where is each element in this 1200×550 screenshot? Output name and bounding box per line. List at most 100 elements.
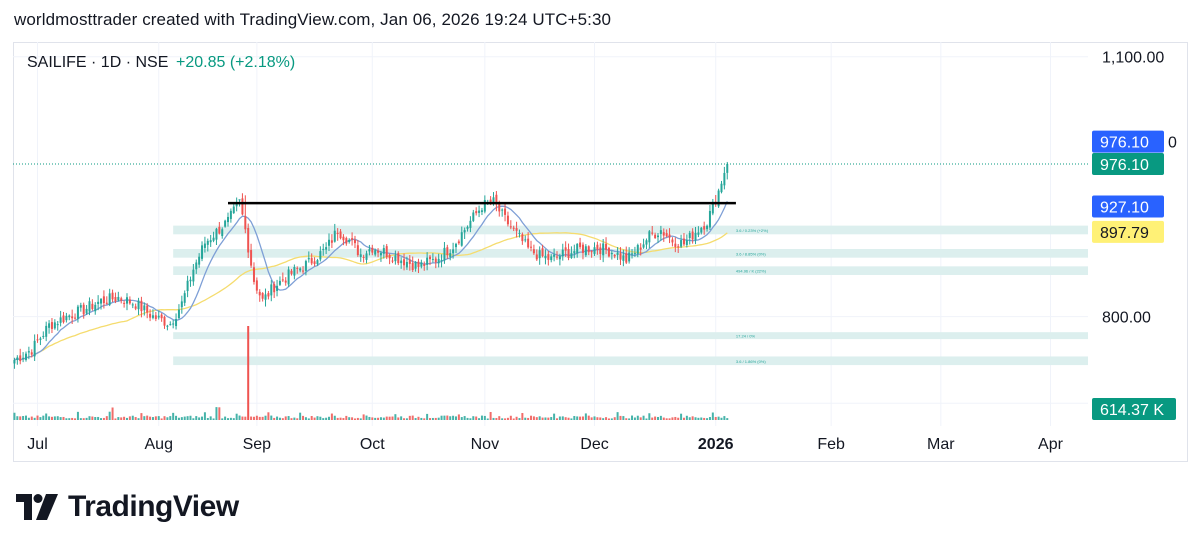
candle[interactable] (13, 357, 16, 369)
candle[interactable] (203, 236, 206, 253)
candle[interactable] (391, 257, 394, 264)
candle[interactable] (19, 348, 22, 365)
candle[interactable] (440, 254, 443, 268)
candle[interactable] (625, 246, 628, 265)
candle[interactable] (276, 279, 279, 297)
candle[interactable] (622, 249, 625, 267)
symbol-label[interactable]: SAILIFE · 1D · NSE (27, 54, 168, 71)
candle[interactable] (377, 248, 380, 258)
candle[interactable] (665, 229, 668, 238)
candle[interactable] (16, 355, 19, 365)
candle[interactable] (175, 313, 178, 330)
candle[interactable] (177, 304, 180, 320)
candle[interactable] (154, 311, 157, 322)
candle[interactable] (403, 253, 406, 271)
candle[interactable] (723, 166, 726, 190)
candle[interactable] (446, 244, 449, 259)
candle[interactable] (250, 243, 253, 268)
candle[interactable] (68, 314, 71, 321)
candle[interactable] (576, 243, 579, 258)
candle[interactable] (605, 237, 608, 255)
candle[interactable] (541, 244, 544, 258)
candle[interactable] (579, 237, 582, 250)
candle[interactable] (674, 237, 677, 253)
candle[interactable] (657, 233, 659, 243)
candle[interactable] (423, 261, 426, 271)
candle[interactable] (131, 302, 134, 309)
candle[interactable] (27, 346, 30, 360)
candle[interactable] (356, 239, 359, 257)
candle[interactable] (449, 249, 452, 261)
candle[interactable] (209, 234, 212, 247)
candle[interactable] (619, 247, 622, 266)
candle[interactable] (287, 266, 290, 287)
candle[interactable] (85, 305, 88, 315)
candle[interactable] (82, 302, 85, 319)
candle[interactable] (264, 288, 267, 307)
candle[interactable] (408, 255, 411, 271)
candle[interactable] (631, 249, 634, 259)
candle[interactable] (192, 264, 195, 286)
candle[interactable] (255, 277, 258, 294)
candle[interactable] (333, 223, 336, 243)
candle[interactable] (530, 240, 533, 252)
candle[interactable] (524, 235, 527, 243)
candle[interactable] (697, 226, 700, 238)
candle[interactable] (555, 251, 558, 260)
candle[interactable] (429, 254, 432, 266)
candle[interactable] (293, 264, 296, 280)
candle[interactable] (584, 244, 587, 257)
candle[interactable] (290, 268, 293, 276)
candle[interactable] (76, 304, 79, 323)
candle[interactable] (374, 248, 377, 257)
candle[interactable] (593, 242, 596, 256)
candle[interactable] (642, 238, 645, 249)
candle[interactable] (426, 252, 429, 271)
candle[interactable] (50, 318, 53, 334)
candle[interactable] (252, 262, 255, 285)
candle[interactable] (478, 205, 481, 218)
candle[interactable] (48, 320, 51, 334)
candle[interactable] (538, 246, 541, 265)
candle[interactable] (388, 253, 391, 265)
candle[interactable] (348, 238, 351, 244)
candle[interactable] (94, 302, 97, 315)
candle[interactable] (717, 188, 720, 208)
candle[interactable] (304, 259, 307, 276)
candle[interactable] (359, 248, 362, 262)
candle[interactable] (206, 238, 209, 252)
candle[interactable] (114, 292, 117, 304)
candle[interactable] (166, 324, 169, 331)
candle[interactable] (336, 228, 339, 241)
candle[interactable] (443, 242, 446, 264)
candle[interactable] (645, 238, 648, 250)
candle[interactable] (169, 321, 172, 326)
candle[interactable] (307, 251, 310, 263)
candle[interactable] (362, 254, 365, 263)
candle[interactable] (97, 295, 100, 311)
candle[interactable] (232, 202, 235, 215)
candle[interactable] (452, 242, 455, 259)
candle[interactable] (273, 281, 276, 299)
candle[interactable] (599, 243, 602, 260)
volume-tag[interactable]: 614.37 K (1092, 398, 1176, 420)
candle[interactable] (431, 253, 434, 263)
candle[interactable] (117, 291, 120, 302)
candle[interactable] (36, 334, 39, 343)
candle[interactable] (313, 257, 316, 267)
candle[interactable] (521, 232, 524, 245)
candle[interactable] (33, 334, 36, 362)
candle[interactable] (172, 319, 175, 329)
candle[interactable] (457, 239, 460, 245)
candle[interactable] (319, 246, 322, 262)
candle[interactable] (56, 320, 59, 331)
candle[interactable] (394, 250, 397, 265)
candle[interactable] (258, 289, 261, 302)
candle[interactable] (30, 349, 33, 358)
candle[interactable] (483, 195, 486, 214)
candle[interactable] (469, 216, 472, 233)
candle[interactable] (379, 250, 382, 262)
candle[interactable] (102, 290, 105, 309)
candle[interactable] (24, 351, 27, 362)
candle[interactable] (270, 280, 273, 302)
